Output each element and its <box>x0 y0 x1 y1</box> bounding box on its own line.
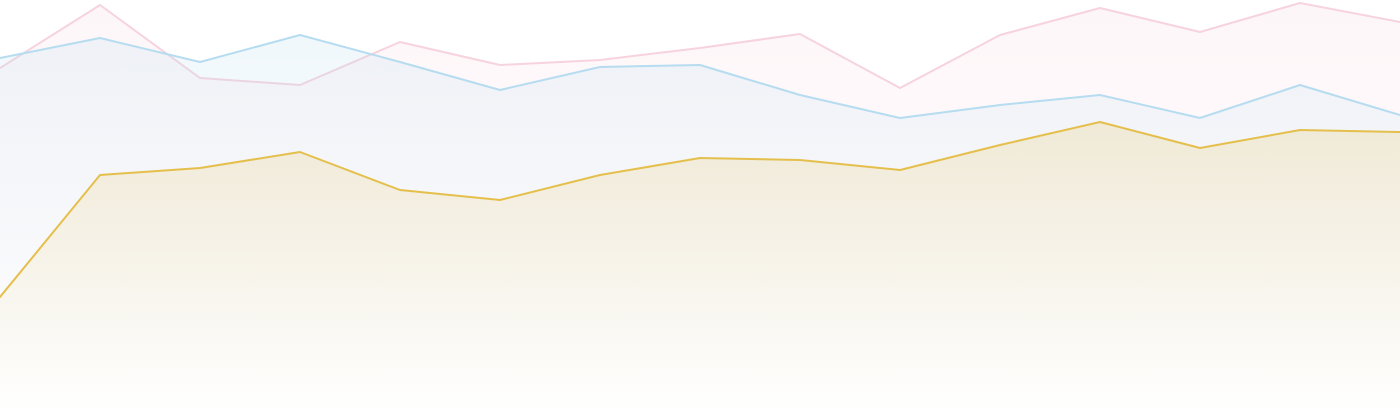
area-line <box>0 121 1400 298</box>
area-line <box>0 34 1400 119</box>
area-fill <box>0 122 1400 412</box>
